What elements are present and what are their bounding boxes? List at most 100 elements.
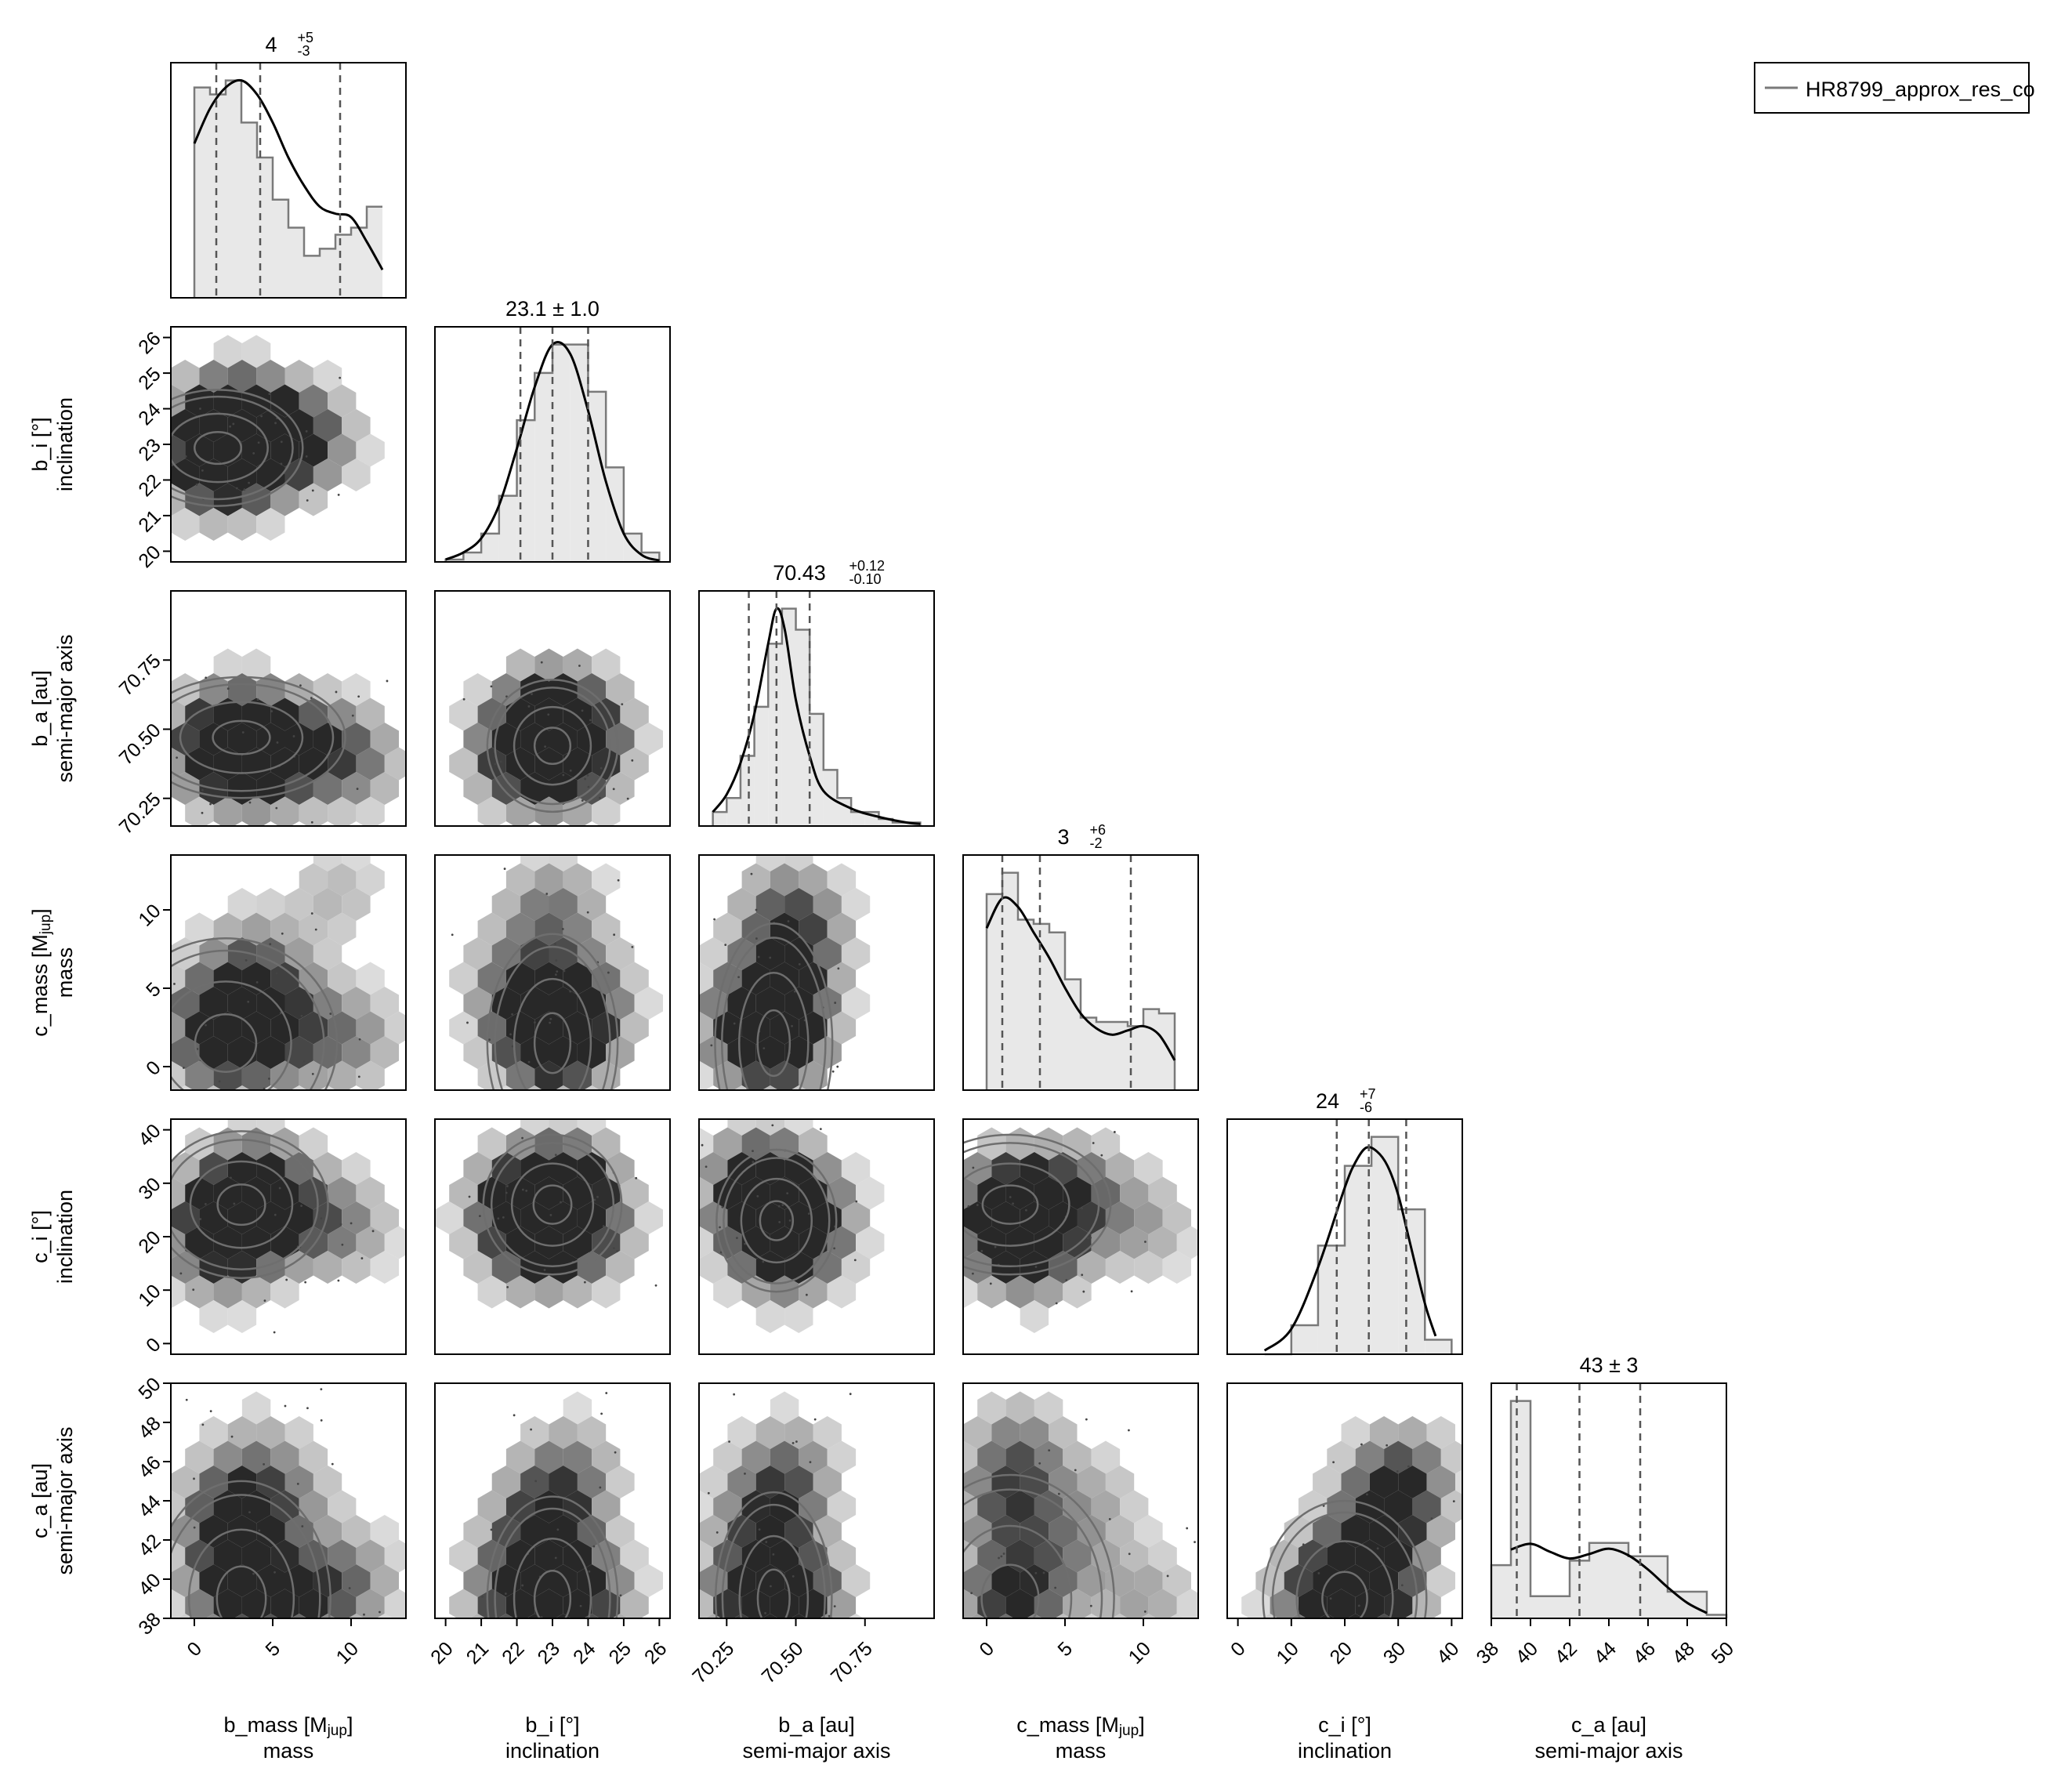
hex-bin [370, 1036, 399, 1069]
x-tick-label: 0 [1226, 1638, 1250, 1661]
hex-bin [577, 1564, 607, 1597]
sample-dot [281, 932, 284, 935]
hex-bin [463, 1036, 492, 1069]
sample-dot [707, 1491, 710, 1495]
sample-dot [599, 796, 601, 799]
hex-bin [171, 1490, 186, 1524]
hex-bin [1327, 1589, 1356, 1618]
sample-dot [777, 1205, 781, 1208]
hex-bin [477, 796, 506, 826]
sample-dot [276, 741, 279, 744]
x-tick-label: 20 [426, 1638, 457, 1668]
hex-bin [256, 1416, 285, 1449]
sample-dot [233, 1202, 236, 1205]
hex-bin [1049, 1515, 1078, 1548]
sample-dot [527, 1060, 531, 1063]
hex-bin [171, 1275, 186, 1309]
sample-dot [971, 1645, 973, 1647]
sample-dot [252, 1572, 255, 1575]
sample-dot [626, 797, 629, 800]
hex-bin [505, 912, 535, 946]
hex-bin [549, 1251, 578, 1284]
hex-bin [770, 1011, 799, 1045]
hex-bin [1063, 1539, 1092, 1573]
hex-bin [171, 1011, 186, 1045]
hex-bin [727, 1036, 756, 1069]
hex-bin [727, 1119, 756, 1136]
pair-panel-b_i-b_a [434, 590, 671, 827]
sample-dot [611, 1623, 614, 1625]
hex-bin [741, 1539, 770, 1573]
hex-bin [299, 483, 328, 516]
sample-dot [260, 415, 263, 418]
hex-bin [270, 384, 299, 418]
hist-bar [1530, 1596, 1550, 1618]
sample-dot [586, 911, 589, 914]
hex-bin [606, 1152, 635, 1185]
hex-bin [505, 1011, 535, 1045]
sample-dot [305, 429, 308, 433]
title-upper-error: +0.12 [849, 558, 886, 574]
y-tick-label: 46 [134, 1451, 165, 1482]
sample-dot [976, 1204, 979, 1206]
sample-dot [205, 1024, 207, 1027]
hex-bin [1404, 1614, 1421, 1618]
contour-line [194, 430, 242, 466]
hex-bin [199, 987, 228, 1020]
legend: HR8799_approx_res_co [1754, 62, 2035, 114]
hex-bin [256, 987, 285, 1020]
density-layer [171, 335, 385, 541]
x-tick-label: 22 [498, 1638, 528, 1668]
hex-bin [176, 1614, 194, 1618]
hist-bar [367, 206, 382, 298]
y-axis-label-text: b_i [°] [28, 417, 52, 471]
hex-bin [713, 912, 742, 946]
hex-bin [370, 1515, 399, 1548]
sample-dot [599, 1486, 602, 1489]
hex-bin [935, 1466, 963, 1498]
sample-dot [1366, 1493, 1368, 1496]
sample-dot [710, 1044, 713, 1047]
hex-bin [1049, 1416, 1078, 1449]
sample-dot [311, 1072, 314, 1075]
hex-bin [813, 1416, 842, 1449]
sample-dot [592, 1545, 596, 1548]
y-axis-label-text: c_i [°] [28, 1210, 52, 1263]
sample-dot [600, 1412, 603, 1415]
sample-dot [204, 1202, 207, 1205]
contour-line [981, 1184, 1039, 1225]
hex-bin [463, 1152, 492, 1185]
sample-dot [1128, 1553, 1131, 1556]
y-tick-label: 40 [134, 1569, 165, 1600]
hex-bin [770, 1060, 799, 1090]
sample-dot [589, 719, 592, 722]
y-tick-label: 10 [134, 900, 165, 930]
hex-bin [356, 1011, 385, 1045]
hex-bin [520, 855, 549, 871]
sample-dot [199, 408, 201, 410]
y-tick-label: 38 [134, 1608, 165, 1639]
sample-dot [1074, 1469, 1077, 1472]
sample-dot [348, 1587, 351, 1589]
hist-bar [445, 559, 464, 562]
hex-bin [171, 508, 200, 541]
sample-dot [1100, 1154, 1103, 1157]
x-tick-label: 10 [1272, 1638, 1302, 1668]
sample-dot [534, 1021, 536, 1024]
hex-bin [1063, 1440, 1092, 1474]
hex-bin [1162, 1201, 1191, 1234]
sample-dot [805, 1293, 808, 1296]
sample-dot [1054, 1586, 1057, 1589]
hex-bin [284, 888, 313, 921]
hex-bin [841, 888, 871, 921]
hex-bin [291, 1614, 308, 1618]
hex-bin [449, 1011, 478, 1045]
sample-dot [499, 760, 502, 763]
sample-dot [278, 1187, 281, 1190]
pair-panel-b_a-c_a [698, 1382, 935, 1619]
y-tick-label: 24 [134, 399, 165, 430]
hex-bin [963, 1515, 992, 1548]
hex-bin [1270, 1539, 1299, 1573]
sample-dot [855, 1200, 858, 1203]
hex-bin [284, 409, 313, 442]
